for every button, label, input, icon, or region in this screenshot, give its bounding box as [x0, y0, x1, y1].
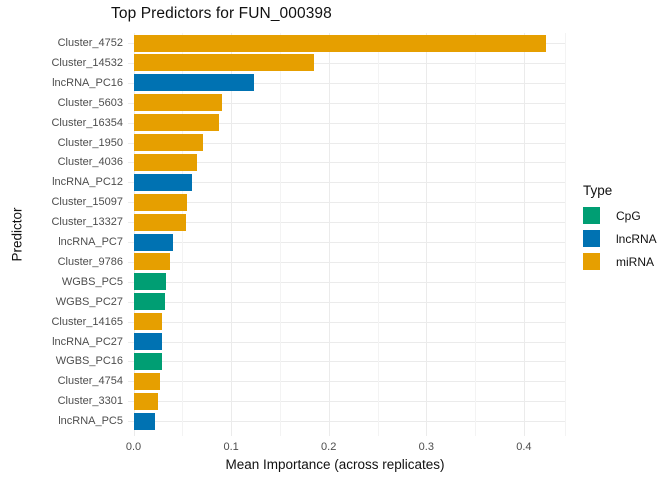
- x-axis-title: Mean Importance (across replicates): [225, 457, 445, 472]
- bar-lncRNA_PC16: [133, 74, 254, 92]
- legend-swatch-CpG: [583, 207, 600, 224]
- x-axis-labels: 0.0 0.1 0.2 0.3 0.4: [0, 441, 672, 455]
- y-axis-title: Predictor: [9, 207, 25, 262]
- y-gridline: [128, 421, 566, 423]
- bar-lncRNA_PC7: [133, 233, 173, 251]
- bar-lncRNA_PC27: [133, 333, 162, 350]
- y-tick-label: Cluster_14532: [51, 56, 123, 69]
- y-tick-label: WGBS_PC5: [61, 275, 123, 288]
- panel-edge-line: [565, 33, 566, 436]
- x-minor-gridline: [279, 33, 281, 436]
- y-tick-label: Cluster_4752: [57, 37, 123, 49]
- bar-Cluster_14165: [133, 313, 162, 331]
- y-gridline: [128, 222, 566, 224]
- y-gridline: [128, 261, 566, 263]
- bar-Cluster_9786: [133, 253, 170, 271]
- bar-Cluster_15097: [133, 193, 188, 211]
- x-tick-label: 0.3: [418, 441, 434, 453]
- legend-items: CpG lncRNA miRNA: [583, 207, 657, 270]
- bar-Cluster_14532: [133, 54, 315, 72]
- x-tick-label: 0.2: [321, 441, 337, 453]
- y-gridline: [128, 62, 566, 64]
- legend-item-miRNA: miRNA: [583, 253, 657, 270]
- y-tick-label: Cluster_9786: [57, 255, 123, 268]
- bar-lncRNA_PC5: [133, 412, 155, 430]
- y-tick-label: Cluster_16354: [51, 116, 123, 129]
- y-gridline: [128, 401, 566, 403]
- bar-Cluster_13327: [133, 213, 187, 231]
- y-tick-label: Cluster_5603: [57, 96, 123, 109]
- y-gridline: [128, 182, 566, 184]
- legend-swatch-miRNA: [583, 253, 600, 270]
- y-gridline: [128, 381, 566, 383]
- bar-Cluster_4036: [133, 153, 197, 171]
- legend-swatch-lncRNA: [583, 230, 600, 247]
- legend-item-lncRNA: lncRNA: [583, 230, 657, 247]
- x-major-gridline: [231, 33, 233, 436]
- legend-item-CpG: CpG: [583, 207, 657, 224]
- bar-WGBS_PC16: [133, 352, 162, 370]
- y-tick-label: Cluster_1950: [57, 136, 123, 149]
- legend-label: miRNA: [616, 254, 654, 269]
- bar-lncRNA_PC12: [133, 173, 193, 191]
- y-tick-label: Cluster_13327: [51, 216, 123, 229]
- bar-Cluster_4752: [133, 34, 547, 52]
- y-tick-label: lncRNA_PC5: [58, 415, 123, 428]
- x-major-gridline: [426, 33, 428, 436]
- bar-Cluster_5603: [133, 94, 223, 112]
- bar-WGBS_PC5: [133, 273, 166, 291]
- bar-Cluster_3301: [133, 392, 158, 410]
- y-gridline: [128, 361, 566, 363]
- y-gridline: [128, 321, 566, 323]
- bar-Cluster_16354: [133, 114, 220, 132]
- x-major-gridline: [328, 33, 330, 436]
- x-minor-gridline: [182, 33, 184, 436]
- x-major-gridline: [523, 33, 525, 436]
- y-tick-label: Cluster_15097: [51, 196, 123, 209]
- plot-panel: [128, 33, 566, 436]
- y-gridline: [128, 162, 566, 164]
- y-tick-label: WGBS_PC27: [55, 295, 123, 308]
- x-minor-gridline: [475, 33, 477, 436]
- y-tick-label: Cluster_14165: [51, 315, 123, 328]
- y-gridline: [128, 202, 566, 204]
- y-tick-label: Cluster_4036: [57, 156, 123, 169]
- y-tick-label: lncRNA_PC27: [52, 335, 123, 348]
- y-axis-labels: Cluster_4752 Cluster_14532 lncRNA_PC16 Clus…: [0, 33, 123, 436]
- y-gridline: [128, 122, 566, 124]
- y-gridline: [128, 102, 566, 104]
- y-gridline: [128, 301, 566, 303]
- legend-label: lncRNA: [616, 231, 657, 246]
- x-tick-label: 0.0: [125, 441, 142, 453]
- legend-label: CpG: [616, 208, 641, 223]
- y-gridline: [128, 242, 566, 243]
- y-tick-label: WGBS_PC16: [55, 355, 123, 368]
- y-tick-label: lncRNA_PC16: [52, 76, 123, 89]
- bar-WGBS_PC27: [133, 293, 165, 311]
- y-tick-label: Cluster_4754: [57, 375, 123, 388]
- y-gridline: [128, 142, 566, 144]
- y-gridline: [128, 82, 566, 84]
- chart-title: Top Predictors for FUN_000398: [111, 5, 332, 22]
- y-tick-label: lncRNA_PC7: [58, 236, 123, 248]
- x-tick-label: 0.4: [516, 441, 532, 453]
- x-tick-label: 0.1: [223, 441, 239, 453]
- y-gridline: [128, 281, 566, 283]
- y-tick-label: Cluster_3301: [57, 395, 123, 408]
- x-minor-gridline: [377, 33, 379, 436]
- legend-title: Type: [583, 183, 613, 198]
- y-gridline: [128, 341, 566, 343]
- bar-Cluster_1950: [133, 134, 203, 151]
- legend: Type CpG lncRNA miRNA: [583, 183, 657, 276]
- y-tick-label: lncRNA_PC12: [52, 176, 123, 189]
- bar-Cluster_4754: [133, 372, 160, 390]
